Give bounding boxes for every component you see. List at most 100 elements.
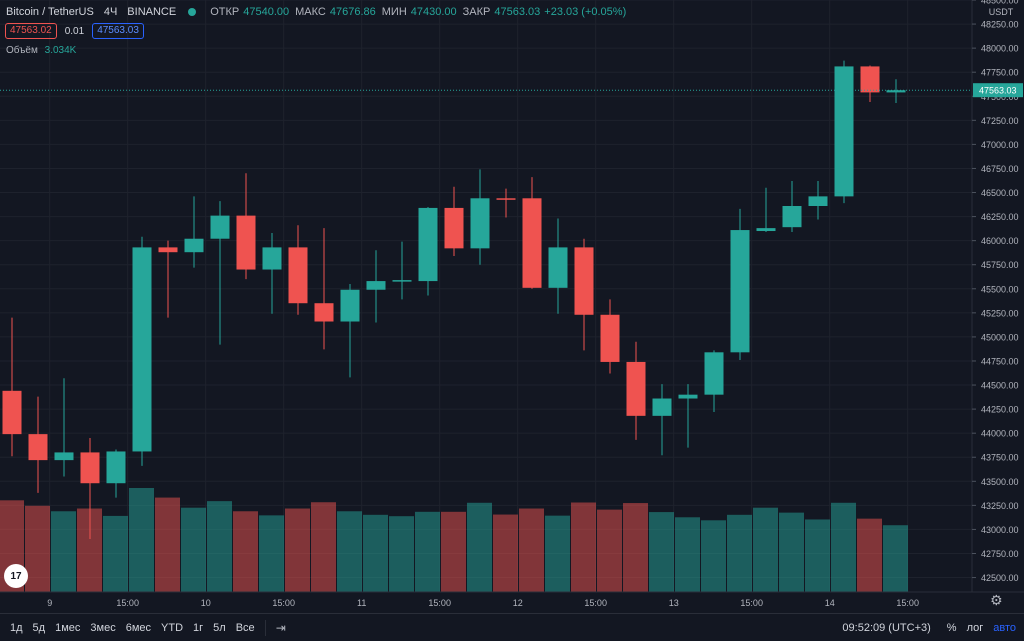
candle-body	[574, 247, 594, 315]
y-tick-label: 43000.00	[981, 525, 1019, 535]
settings-gear-icon[interactable]: ⚙	[990, 592, 1003, 608]
percent-scale-toggle[interactable]: %	[946, 621, 957, 634]
x-tick-label: 9	[47, 598, 52, 608]
volume-bar	[519, 508, 544, 592]
calendar-goto-icon[interactable]: ⇥	[275, 620, 286, 635]
volume-bar	[467, 502, 492, 592]
clock-timezone[interactable]: 09:52:09 (UTC+3)	[842, 621, 931, 634]
toolbar-divider	[264, 619, 266, 636]
candle-body	[756, 228, 776, 232]
range-6m-button[interactable]: 6мес	[125, 621, 152, 634]
candle-body	[470, 198, 490, 249]
volume-bar	[805, 519, 830, 592]
auto-scale-toggle[interactable]: авто	[993, 621, 1016, 634]
candle-body	[600, 314, 620, 362]
volume-bar	[623, 503, 648, 592]
range-5y-button[interactable]: 5л	[213, 621, 226, 634]
sell-button[interactable]: 47563.02	[5, 23, 57, 39]
candle-body	[158, 247, 178, 253]
volume-value: 3.034K	[44, 45, 77, 56]
volume-bar	[155, 497, 180, 592]
x-tick-label: 15:00	[116, 598, 139, 608]
buy-button[interactable]: 47563.03	[92, 23, 144, 39]
y-tick-label: 47250.00	[981, 116, 1019, 126]
candle-body	[54, 452, 74, 461]
range-1d-button[interactable]: 1д	[10, 621, 23, 634]
open-value: 47540.00	[243, 6, 290, 18]
close-value: 47563.03	[494, 6, 541, 18]
range-3m-button[interactable]: 3мес	[90, 621, 116, 634]
open-label: ОТКР	[210, 6, 240, 18]
volume-bar	[103, 515, 128, 592]
range-all-button[interactable]: Все	[235, 621, 255, 634]
volume-bar	[441, 511, 466, 592]
y-tick-label: 43250.00	[981, 501, 1019, 511]
scale-options: % лог авто	[947, 622, 1016, 634]
volume-bar	[259, 515, 284, 592]
bottom-toolbar: 1д 5д 1мес 3мес 6мес YTD 1г 5л Все ⇥ 09:…	[0, 613, 1024, 641]
close-label: ЗАКР	[462, 6, 491, 18]
high-value: 47676.86	[329, 6, 376, 18]
symbol-legend: Bitcoin / TetherUS 4Ч BINANCE ОТКР 47540.…	[6, 5, 626, 19]
tradingview-logo-icon[interactable]: 17	[4, 564, 28, 588]
y-tick-label: 45750.00	[981, 260, 1019, 270]
volume-bar	[727, 514, 752, 592]
range-5d-button[interactable]: 5д	[32, 621, 46, 634]
y-tick-label: 48250.00	[981, 20, 1019, 30]
volume-bar	[337, 511, 362, 592]
candle-body	[704, 352, 724, 395]
volume-bar	[571, 502, 596, 592]
x-tick-label: 14	[825, 598, 835, 608]
interval-label[interactable]: 4Ч	[103, 6, 118, 18]
candle-body	[418, 207, 438, 282]
currency-label[interactable]: USDT	[988, 7, 1014, 17]
range-1y-button[interactable]: 1г	[193, 621, 204, 634]
change-value: +23.03 (+0.05%)	[544, 6, 627, 18]
y-tick-label: 48000.00	[981, 44, 1019, 54]
candle-body	[652, 398, 672, 416]
candle-body	[366, 281, 386, 290]
symbol-title[interactable]: Bitcoin / TetherUS	[6, 6, 94, 18]
market-status-icon[interactable]	[188, 8, 197, 16]
candle-body	[132, 247, 152, 452]
candle-body	[886, 90, 906, 93]
volume-bar	[753, 507, 778, 592]
log-scale-toggle[interactable]: лог	[966, 621, 984, 634]
y-tick-label: 46000.00	[981, 236, 1019, 246]
volume-bar	[51, 511, 76, 592]
y-tick-label: 44000.00	[981, 429, 1019, 439]
y-tick-label: 44250.00	[981, 405, 1019, 415]
x-tick-label: 15:00	[896, 598, 919, 608]
candle-body	[2, 390, 22, 435]
price-chart[interactable]: 42500.00 42750.00 43000.00 43250.00 43500.00…	[0, 0, 1024, 613]
volume-label: Объём	[6, 45, 38, 56]
volume-bar	[701, 520, 726, 592]
y-tick-label: 44500.00	[981, 381, 1019, 391]
low-label: МИН	[381, 6, 407, 18]
volume-bar	[415, 511, 440, 592]
candle-body	[626, 361, 646, 416]
x-tick-label: 15:00	[740, 598, 763, 608]
candle-body	[340, 289, 360, 322]
current-price-tag	[973, 83, 1023, 98]
x-tick-label: 12	[513, 598, 523, 608]
y-tick-label: 42750.00	[981, 549, 1019, 559]
x-tick-label: 15:00	[584, 598, 607, 608]
candle-body	[678, 394, 698, 399]
candle-body	[392, 280, 412, 282]
volume-bar	[831, 502, 856, 592]
current-price-label: 47563.03	[979, 86, 1017, 96]
date-range-buttons: 1д 5д 1мес 3мес 6мес YTD 1г 5л Все	[10, 622, 255, 634]
x-tick-label: 13	[669, 598, 679, 608]
range-1m-button[interactable]: 1мес	[55, 621, 81, 634]
volume-legend[interactable]: Объём 3.034K	[6, 45, 76, 56]
volume-bar	[675, 517, 700, 592]
x-tick-label: 10	[201, 598, 211, 608]
volume-bar	[857, 518, 882, 592]
candle-body	[496, 198, 516, 200]
y-tick-label: 46500.00	[981, 188, 1019, 198]
candle-body	[80, 452, 100, 484]
candle-body	[314, 303, 334, 322]
volume-bar	[25, 505, 50, 592]
range-ytd-button[interactable]: YTD	[161, 621, 184, 634]
